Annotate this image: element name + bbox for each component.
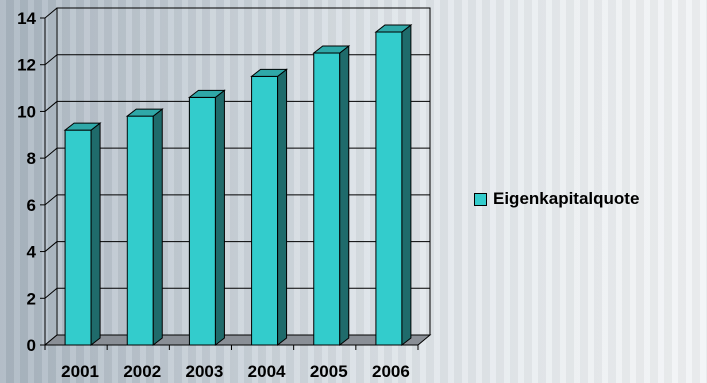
bar-side: [90, 122, 101, 347]
bar-side: [214, 89, 225, 347]
plot-back-wall: [56, 7, 431, 336]
bar-top: [63, 122, 102, 131]
legend-swatch: [474, 192, 487, 206]
y-tick-label: 12: [17, 56, 36, 75]
y-tick-label: 10: [17, 102, 36, 121]
x-tick-label: 2002: [123, 362, 161, 381]
x-tick-label: 2004: [248, 362, 286, 381]
legend: Eigenkapitalquote: [474, 189, 639, 209]
bar-top: [250, 68, 289, 77]
y-tick-label: 0: [27, 336, 36, 355]
gridline-diagonal: [44, 54, 58, 66]
bars: [63, 23, 413, 347]
gridline-diagonal: [44, 101, 58, 112]
y-tick-label: 6: [27, 196, 36, 215]
bar-top: [187, 89, 226, 98]
y-tick-label: 4: [27, 243, 37, 262]
bar: [188, 96, 216, 346]
y-tick-label: 8: [27, 149, 36, 168]
gridlines: [44, 7, 431, 346]
bar-top: [374, 24, 413, 33]
bar: [64, 129, 92, 346]
bar: [313, 52, 341, 346]
chart-floor: [43, 334, 432, 346]
bar-top: [312, 45, 351, 54]
x-tick-label: 2005: [310, 362, 348, 381]
x-tick-label: 2003: [186, 362, 224, 381]
gridline-diagonal: [44, 241, 58, 252]
y-tick-label: 2: [27, 289, 36, 308]
gridline-diagonal: [44, 287, 58, 299]
x-tick-label: 2006: [372, 362, 410, 381]
bar-top: [125, 108, 164, 117]
bar: [375, 31, 403, 346]
bar: [126, 115, 154, 346]
y-tick-label: 14: [17, 9, 36, 28]
bar-side: [339, 45, 350, 347]
legend-label: Eigenkapitalquote: [493, 189, 640, 208]
bar-side: [152, 108, 163, 347]
x-tick-labels: 2001 2002 2003 2004 2005 2006: [61, 362, 410, 381]
bar: [251, 75, 279, 346]
gridline-diagonal: [44, 147, 58, 159]
bar-side: [401, 23, 412, 347]
y-tick-labels: 0 2 4 6 8 10 12 14: [17, 9, 36, 355]
bar-side: [277, 68, 288, 347]
gridline-diagonal: [44, 7, 58, 19]
gridline-diagonal: [44, 194, 58, 206]
x-tick-label: 2001: [61, 362, 99, 381]
